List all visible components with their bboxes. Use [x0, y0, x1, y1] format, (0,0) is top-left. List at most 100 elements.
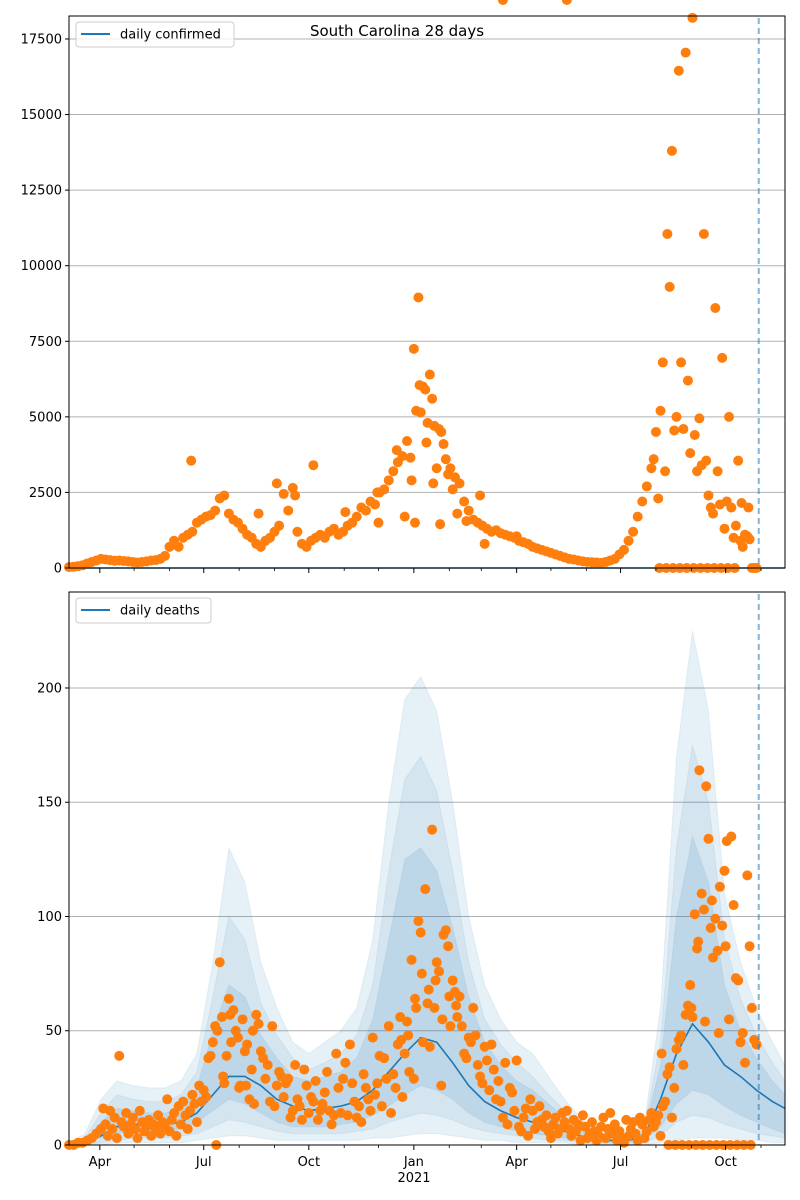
deaths-data-point: [444, 991, 455, 1002]
confirmed-data-point: [680, 47, 691, 58]
deaths-data-point: [191, 1117, 202, 1128]
confirmed-data-point: [724, 411, 735, 422]
confirmed-data-point: [669, 425, 680, 436]
confirmed-data-point: [413, 292, 424, 303]
deaths-data-point: [502, 1119, 513, 1130]
confirmed-y-axis: 0 2500 5000 7500 10000 12500 15000 17500: [21, 32, 69, 577]
deaths-data-point: [534, 1101, 545, 1112]
deaths-data-point: [724, 1014, 735, 1025]
confirmed-data-point: [666, 145, 677, 156]
confirmed-data-point: [287, 482, 298, 493]
deaths-data-point: [356, 1117, 367, 1128]
deaths-data-point: [262, 1060, 273, 1071]
deaths-legend-label: daily deaths: [120, 604, 200, 619]
deaths-xtick-label: Oct: [298, 1155, 320, 1170]
confirmed-data-point: [292, 526, 303, 537]
confirmed-data-point: [628, 526, 639, 537]
deaths-data-point: [700, 1016, 711, 1027]
deaths-data-point: [388, 1069, 399, 1080]
deaths-data-point: [241, 1080, 252, 1091]
deaths-data-point: [178, 1096, 189, 1107]
deaths-data-point: [212, 1025, 223, 1036]
deaths-data-point: [130, 1124, 141, 1135]
deaths-data-point: [454, 991, 465, 1002]
confirmed-ytick-label: 2500: [29, 486, 62, 501]
deaths-xtick-label: Jul: [195, 1155, 212, 1170]
confirmed-data-point: [682, 375, 693, 386]
deaths-data-point: [735, 1037, 746, 1048]
confirmed-data-point: [726, 502, 737, 513]
deaths-data-point: [347, 1078, 358, 1089]
deaths-data-point: [403, 1030, 414, 1041]
confirmed-data-point: [274, 520, 285, 531]
confirmed-data-point: [641, 481, 652, 492]
confirmed-data-point: [159, 550, 170, 561]
deaths-data-point: [399, 1048, 410, 1059]
deaths-data-point: [431, 957, 442, 968]
deaths-data-point: [310, 1076, 321, 1087]
deaths-data-point: [671, 1044, 682, 1055]
confirmed-axes-frame: [68, 15, 786, 569]
confirmed-data-point: [737, 541, 748, 552]
confirmed-data-point: [479, 538, 490, 549]
confirmed-data-point: [340, 507, 351, 518]
deaths-data-point: [217, 1012, 228, 1023]
deaths-xtick-label: Jul: [612, 1155, 629, 1170]
confirmed-data-point: [497, 0, 508, 5]
deaths-data-point: [726, 831, 737, 842]
deaths-data-point: [308, 1096, 319, 1107]
deaths-data-point: [737, 1028, 748, 1039]
deaths-data-point: [706, 895, 717, 906]
deaths-data-point: [326, 1119, 337, 1130]
deaths-data-point: [477, 1078, 488, 1089]
deaths-data-point: [267, 1021, 278, 1032]
confirmed-data-point: [685, 448, 696, 459]
deaths-data-point: [468, 1002, 479, 1013]
confirmed-data-point: [632, 511, 643, 522]
deaths-data-point: [205, 1050, 216, 1061]
deaths-data-point: [452, 1012, 463, 1023]
deaths-data-point: [408, 1073, 419, 1084]
confirmed-data-point: [402, 436, 413, 447]
confirmed-data-point: [290, 490, 301, 501]
deaths-data-point: [443, 941, 454, 952]
deaths-data-point: [111, 1133, 122, 1144]
confirmed-data-point: [370, 499, 381, 510]
deaths-data-point: [664, 1062, 675, 1073]
confirmed-data-point: [373, 517, 384, 528]
deaths-data-point: [456, 1021, 467, 1032]
deaths-data-point: [233, 1032, 244, 1043]
deaths-data-point: [372, 1078, 383, 1089]
deaths-data-point: [712, 945, 723, 956]
deaths-xtick-label: Jan: [403, 1155, 424, 1170]
confirmed-data-point: [415, 407, 426, 418]
confirmed-data-point: [646, 463, 657, 474]
confirmed-data-point: [438, 439, 449, 450]
deaths-data-point: [397, 1092, 408, 1103]
confirmed-legend: daily confirmed: [75, 21, 235, 48]
deaths-data-point: [406, 954, 417, 965]
confirmed-ytick-label: 12500: [21, 184, 62, 199]
confirmed-data-point: [461, 516, 472, 527]
confirmed-data-point: [701, 455, 712, 466]
deaths-data-point: [127, 1112, 138, 1123]
deaths-data-point: [693, 936, 704, 947]
deaths-data-point: [655, 1130, 666, 1141]
deaths-data-point: [705, 922, 716, 933]
deaths-data-point: [416, 968, 427, 979]
confirmed-data-point: [660, 466, 671, 477]
deaths-data-point: [440, 925, 451, 936]
deaths-data-point: [365, 1105, 376, 1116]
deaths-data-point: [376, 1101, 387, 1112]
confirmed-gridlines: [69, 38, 785, 493]
confirmed-data-point: [730, 520, 741, 531]
confirmed-data-point: [708, 508, 719, 519]
deaths-data-point: [225, 1009, 236, 1020]
confirmed-data-point: [283, 505, 294, 516]
deaths-data-point: [500, 1057, 511, 1068]
deaths-data-point: [447, 975, 458, 986]
deaths-data-point: [751, 1039, 762, 1050]
deaths-data-point: [379, 1053, 390, 1064]
